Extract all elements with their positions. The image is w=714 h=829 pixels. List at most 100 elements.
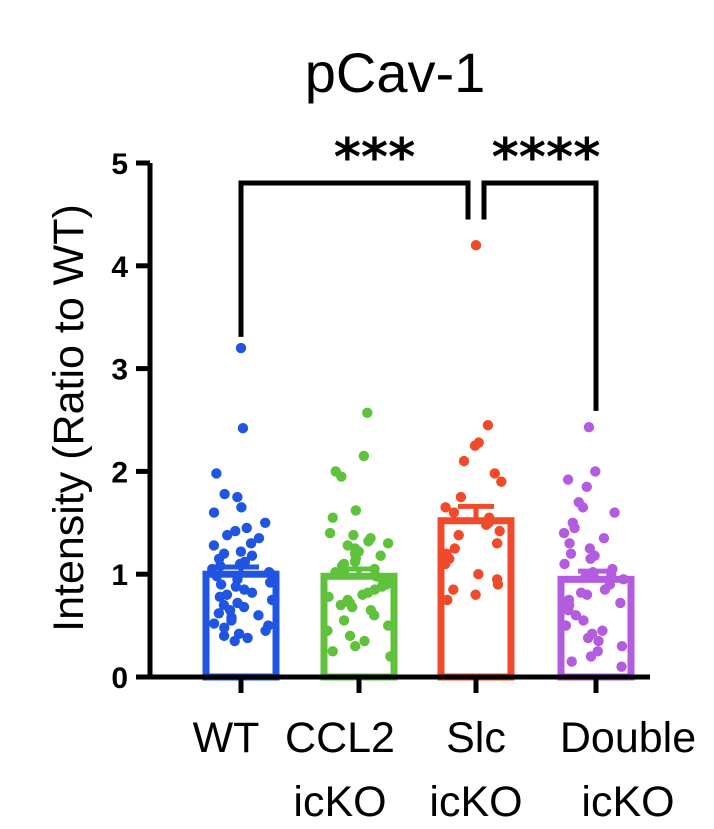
y-axis-label: Intensity (Ratio to WT) <box>45 204 93 632</box>
data-point <box>214 591 226 603</box>
data-point <box>230 581 242 592</box>
data-point <box>442 594 453 606</box>
data-point <box>597 625 608 636</box>
data-point <box>335 599 346 611</box>
data-point <box>440 502 451 513</box>
axes-layer: 0 1 2 3 4 5 <box>111 148 650 695</box>
data-point <box>242 632 253 644</box>
category-label-line1: Slc <box>446 714 506 762</box>
data-point <box>260 517 271 528</box>
data-point <box>211 468 222 479</box>
data-point <box>229 635 240 647</box>
data-point <box>616 661 627 672</box>
data-point <box>349 556 361 568</box>
data-point <box>241 522 252 534</box>
data-point <box>448 507 460 518</box>
data-point <box>235 546 247 557</box>
data-point <box>577 502 589 513</box>
data-point <box>234 558 246 570</box>
data-point <box>482 419 494 431</box>
chart-title: pCav-1 <box>305 41 486 104</box>
data-point <box>448 584 459 595</box>
data-point <box>208 540 220 551</box>
data-point <box>609 507 620 518</box>
data-point <box>215 560 226 572</box>
category-label-line1: WT <box>193 714 260 762</box>
category-label-line2: icKO <box>429 778 522 826</box>
data-point <box>469 440 481 451</box>
data-point <box>458 455 470 467</box>
data-point <box>492 579 504 590</box>
data-point <box>615 597 626 609</box>
data-point <box>375 550 386 561</box>
data-point <box>324 527 336 539</box>
data-point <box>383 620 394 631</box>
data-point <box>359 635 370 647</box>
data-point <box>564 538 575 549</box>
data-point <box>616 640 628 652</box>
data-point <box>580 571 591 582</box>
data-point <box>585 651 597 662</box>
data-point <box>336 560 348 572</box>
significance-label: *** <box>334 128 416 188</box>
data-point <box>327 512 338 523</box>
data-point <box>350 505 362 516</box>
data-point <box>338 615 350 626</box>
data-point <box>219 488 230 500</box>
data-point <box>565 548 577 559</box>
data-point <box>245 538 257 549</box>
category-label-line2: icKO <box>581 778 674 826</box>
data-point <box>599 584 611 595</box>
data-point <box>222 529 233 541</box>
data-point <box>569 522 580 534</box>
data-point <box>339 569 350 580</box>
data-point <box>455 491 467 503</box>
data-point <box>363 536 374 547</box>
y-tick-label: 4 <box>111 251 128 284</box>
data-point <box>236 502 247 513</box>
data-point <box>362 407 373 419</box>
data-point <box>219 622 230 633</box>
data-point <box>344 630 356 642</box>
data-point <box>473 569 484 580</box>
data-point <box>215 579 227 590</box>
y-tick-label: 3 <box>111 354 128 387</box>
significance-label: **** <box>492 128 601 188</box>
data-point <box>239 584 250 595</box>
data-point <box>578 615 589 626</box>
data-point <box>357 589 368 600</box>
significance-layer: *** **** <box>238 128 601 411</box>
data-point <box>481 519 492 531</box>
data-point <box>237 423 249 434</box>
data-point <box>327 646 338 657</box>
data-point <box>264 577 276 588</box>
data-point <box>563 604 574 616</box>
data-point <box>470 240 482 251</box>
data-point <box>618 574 629 585</box>
category-labels-layer: WT CCL2 icKO Slc icKO Double icKO <box>193 714 697 826</box>
data-point <box>211 571 222 582</box>
data-point <box>581 481 592 493</box>
data-point <box>570 610 582 621</box>
data-point <box>232 491 243 503</box>
data-point <box>348 529 359 541</box>
data-point <box>246 550 258 561</box>
data-point <box>336 471 347 482</box>
data-point <box>368 610 380 621</box>
data-point <box>253 533 265 544</box>
data-point <box>213 608 225 619</box>
data-point <box>322 625 333 636</box>
data-point <box>440 558 451 570</box>
data-point <box>266 594 278 606</box>
significance-bracket <box>481 180 599 411</box>
data-point <box>323 591 334 603</box>
y-tick-label: 2 <box>111 456 128 489</box>
data-point <box>489 468 500 479</box>
data-point <box>260 625 271 636</box>
error-bars-layer <box>223 503 614 580</box>
data-point <box>583 421 595 433</box>
y-tick-label: 0 <box>111 662 128 695</box>
data-point <box>226 615 237 626</box>
data-point <box>253 610 264 621</box>
